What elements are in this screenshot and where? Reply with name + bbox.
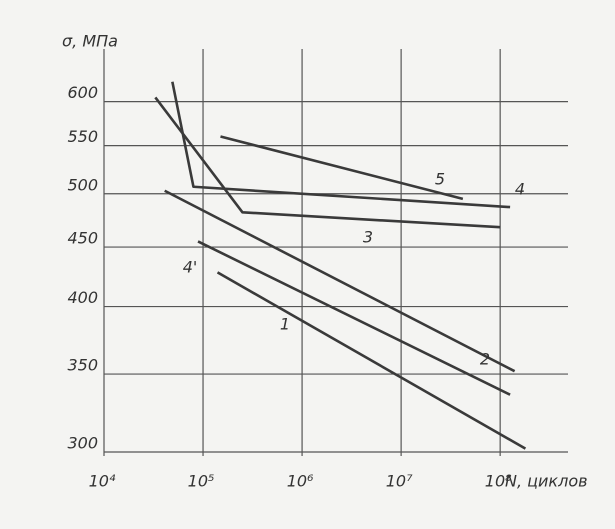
x-tick-label: 10⁵ <box>188 472 215 491</box>
curve-label: 4' <box>183 258 198 277</box>
x-axis-label: N, циклов <box>505 472 588 491</box>
y-tick-label: 300 <box>67 434 98 453</box>
curve <box>197 240 511 396</box>
y-tick-label: 350 <box>67 356 98 375</box>
curve-label: 2 <box>480 350 490 369</box>
y-tick-label: 600 <box>67 83 98 102</box>
y-tick-label: 550 <box>67 127 98 146</box>
y-tick-label: 500 <box>67 175 98 194</box>
curve-label: 5 <box>435 170 445 189</box>
curve <box>171 81 511 209</box>
x-tick-label: 10⁶ <box>287 472 314 491</box>
curve <box>154 96 501 229</box>
y-tick-label: 450 <box>67 229 98 248</box>
y-tick-label: 400 <box>67 288 98 307</box>
x-tick-label: 10⁸ <box>485 472 512 491</box>
curve <box>220 135 464 201</box>
curve <box>164 189 516 373</box>
curve-label: 4 <box>515 180 525 199</box>
x-tick-label: 10⁷ <box>386 472 413 491</box>
curve-label: 1 <box>280 315 290 334</box>
curve <box>216 271 527 450</box>
x-tick-label: 10⁴ <box>89 472 116 491</box>
y-axis-label: σ, МПа <box>62 32 118 51</box>
curve-label: 3 <box>363 228 373 247</box>
